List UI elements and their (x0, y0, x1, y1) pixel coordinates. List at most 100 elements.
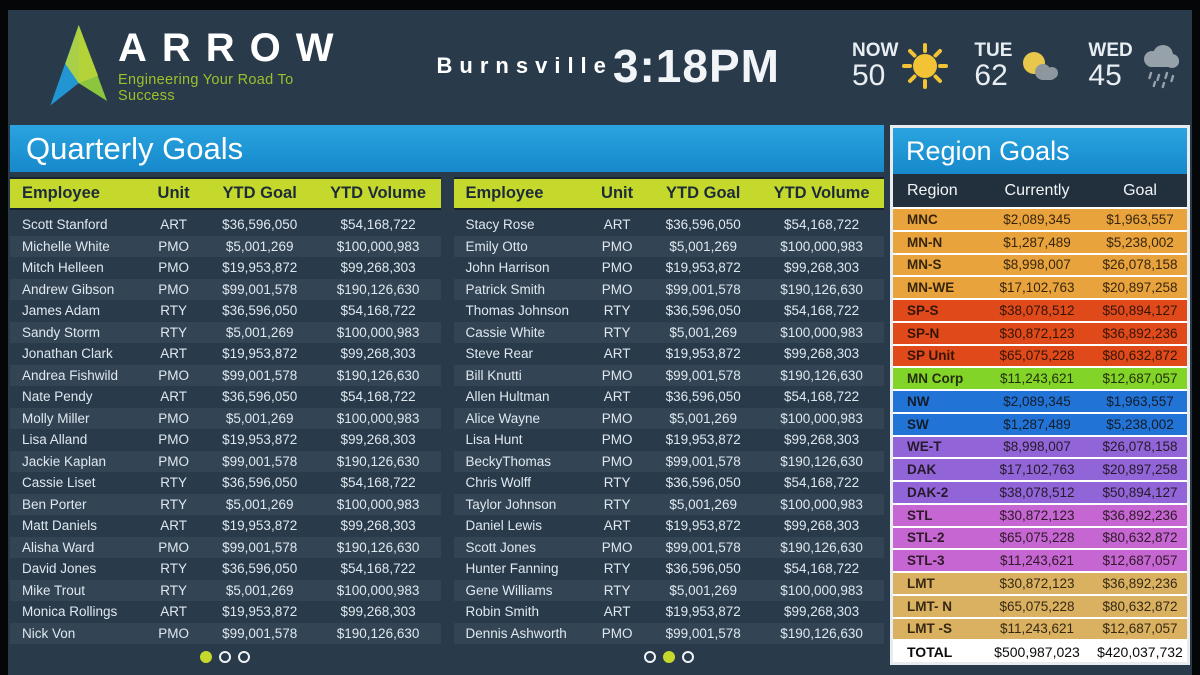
employee-name: James Adam (22, 303, 101, 319)
table-row: BeckyThomas PMO $99,001,578 $190,126,630 (453, 450, 884, 472)
employee-unit: ART (160, 217, 187, 233)
weather-item: WED 45 (1088, 41, 1182, 91)
employee-name: BeckyThomas (465, 453, 552, 469)
pagination-dot[interactable] (238, 651, 251, 663)
ytd-volume: $190,126,630 (780, 281, 863, 297)
table-row: Cassie White RTY $5,001,269 $100,000,983 (453, 321, 884, 343)
region-currently: $2,089,345 (1003, 393, 1071, 409)
ytd-volume: $54,168,722 (340, 217, 416, 233)
employee-tables: Employee Unit YTD Goal YTD Volume Scott Stan… (10, 172, 884, 670)
employee-name: Cassie Liset (22, 475, 96, 491)
employee-name: Gene Williams (465, 582, 553, 598)
ytd-goal: $5,001,269 (669, 582, 737, 598)
employee-name: Andrea Fishwild (22, 367, 119, 383)
employee-unit: RTY (160, 496, 187, 512)
employee-name: Mike Trout (22, 582, 86, 598)
region-currently: $65,075,228 (999, 598, 1075, 614)
employee-name: Andrew Gibson (22, 281, 115, 297)
ytd-goal: $5,001,269 (669, 324, 737, 340)
weather-text: NOW 50 (852, 41, 898, 91)
pagination-dot[interactable] (662, 651, 675, 663)
region-row: MN Corp $11,243,621 $12,687,057 (893, 368, 1187, 389)
table-row: Andrew Gibson PMO $99,001,578 $190,126,630 (10, 278, 441, 300)
ytd-volume: $99,268,303 (340, 432, 416, 448)
ytd-volume: $54,168,722 (340, 561, 416, 577)
table-row: Patrick Smith PMO $99,001,578 $190,126,630 (453, 278, 884, 300)
ytd-goal: $99,001,578 (665, 367, 741, 383)
region-goal: $20,897,258 (1102, 462, 1178, 478)
arrow-logo-icon (50, 25, 108, 106)
region-goal: $5,238,002 (1106, 234, 1174, 250)
employee-unit: ART (160, 389, 187, 405)
ytd-volume: $99,268,303 (340, 260, 416, 276)
table-row: Scott Stanford ART $36,596,050 $54,168,722 (10, 214, 441, 236)
employee-name: Alice Wayne (465, 410, 541, 426)
ytd-goal: $19,953,872 (222, 260, 298, 276)
employee-unit: RTY (160, 475, 187, 491)
employee-name: Ben Porter (22, 496, 87, 512)
column-header-ytd-goal: YTD Goal (666, 184, 741, 202)
region-name: SP Unit (907, 348, 955, 364)
region-currently: $17,102,763 (999, 462, 1075, 478)
ytd-goal: $36,596,050 (222, 561, 298, 577)
ytd-volume: $54,168,722 (784, 475, 860, 491)
ytd-volume: $190,126,630 (336, 367, 420, 383)
employee-unit: PMO (601, 281, 633, 297)
pagination-dot[interactable] (643, 651, 656, 663)
employee-unit: RTY (160, 324, 187, 340)
table-row: Mike Trout RTY $5,001,269 $100,000,983 (10, 579, 441, 601)
weather-strip: NOW 50 TUE 62 WED 45 (852, 41, 1183, 91)
employee-name: Cassie White (465, 324, 546, 340)
region-goal: $50,894,127 (1102, 302, 1178, 318)
ytd-goal: $36,596,050 (665, 303, 741, 319)
region-row: LMT -S $11,243,621 $12,687,057 (893, 618, 1187, 640)
table-row: Dennis Ashworth PMO $99,001,578 $190,126,63… (453, 622, 884, 644)
ytd-goal: $36,596,050 (222, 303, 298, 319)
ytd-volume: $190,126,630 (780, 539, 863, 555)
pagination-dot[interactable] (200, 651, 213, 663)
ytd-goal: $19,953,872 (665, 432, 741, 448)
region-row: WE-T $8,998,007 $26,078,158 (893, 436, 1187, 458)
pagination-dot[interactable] (219, 651, 232, 663)
ytd-goal: $5,001,269 (225, 324, 294, 340)
region-currently: $17,102,763 (999, 280, 1075, 296)
employee-name: Stacy Rose (465, 217, 535, 233)
region-name: NW (907, 393, 930, 409)
employee-table-header: Employee Unit YTD Goal YTD Volume (453, 177, 884, 210)
sunny-icon (902, 43, 949, 89)
employee-name: David Jones (22, 561, 97, 577)
employee-unit: PMO (158, 453, 189, 469)
ytd-goal: $99,001,578 (222, 625, 298, 641)
employee-unit: RTY (603, 561, 631, 577)
region-goal: $26,078,158 (1102, 257, 1178, 273)
employee-unit: PMO (158, 281, 189, 297)
ytd-goal: $99,001,578 (665, 453, 741, 469)
employee-unit: PMO (158, 625, 189, 641)
region-goals-panel: Region Goals Region Currently Goal MNC $2… (890, 125, 1190, 665)
region-goal: $80,632,872 (1102, 530, 1178, 546)
pagination-dot[interactable] (681, 651, 694, 663)
column-header-ytd-volume: YTD Volume (330, 184, 427, 202)
region-name: SW (907, 416, 929, 432)
region-goal: $36,892,236 (1102, 507, 1178, 523)
region-name: DAK (907, 462, 937, 478)
ytd-volume: $190,126,630 (780, 367, 863, 383)
table-row: Daniel Lewis ART $19,953,872 $99,268,303 (454, 515, 885, 537)
table-row: Lisa Hunt PMO $19,953,872 $99,268,303 (454, 429, 885, 451)
region-goals-title: Region Goals (893, 128, 1187, 174)
region-name: LMT (907, 575, 935, 591)
table-row: Hunter Fanning RTY $36,596,050 $54,168,722 (454, 558, 885, 580)
employee-name: Emily Otto (465, 238, 528, 254)
employee-name: Nick Von (22, 625, 76, 641)
region-goal: $80,632,872 (1102, 598, 1178, 614)
employee-name: Dennis Ashworth (465, 625, 567, 641)
brand-name: ARROW (118, 26, 349, 70)
employee-unit: ART (603, 518, 631, 534)
ytd-volume: $190,126,630 (336, 539, 420, 555)
ytd-goal: $5,001,269 (225, 582, 294, 598)
table-row: Stacy Rose ART $36,596,050 $54,168,722 (454, 214, 885, 236)
region-name: MN Corp (907, 371, 964, 387)
employee-unit: PMO (601, 625, 633, 641)
region-total-row: TOTAL $500,987,023 $420,037,732 (893, 641, 1187, 662)
table-row: Cassie Liset RTY $36,596,050 $54,168,722 (10, 472, 441, 494)
